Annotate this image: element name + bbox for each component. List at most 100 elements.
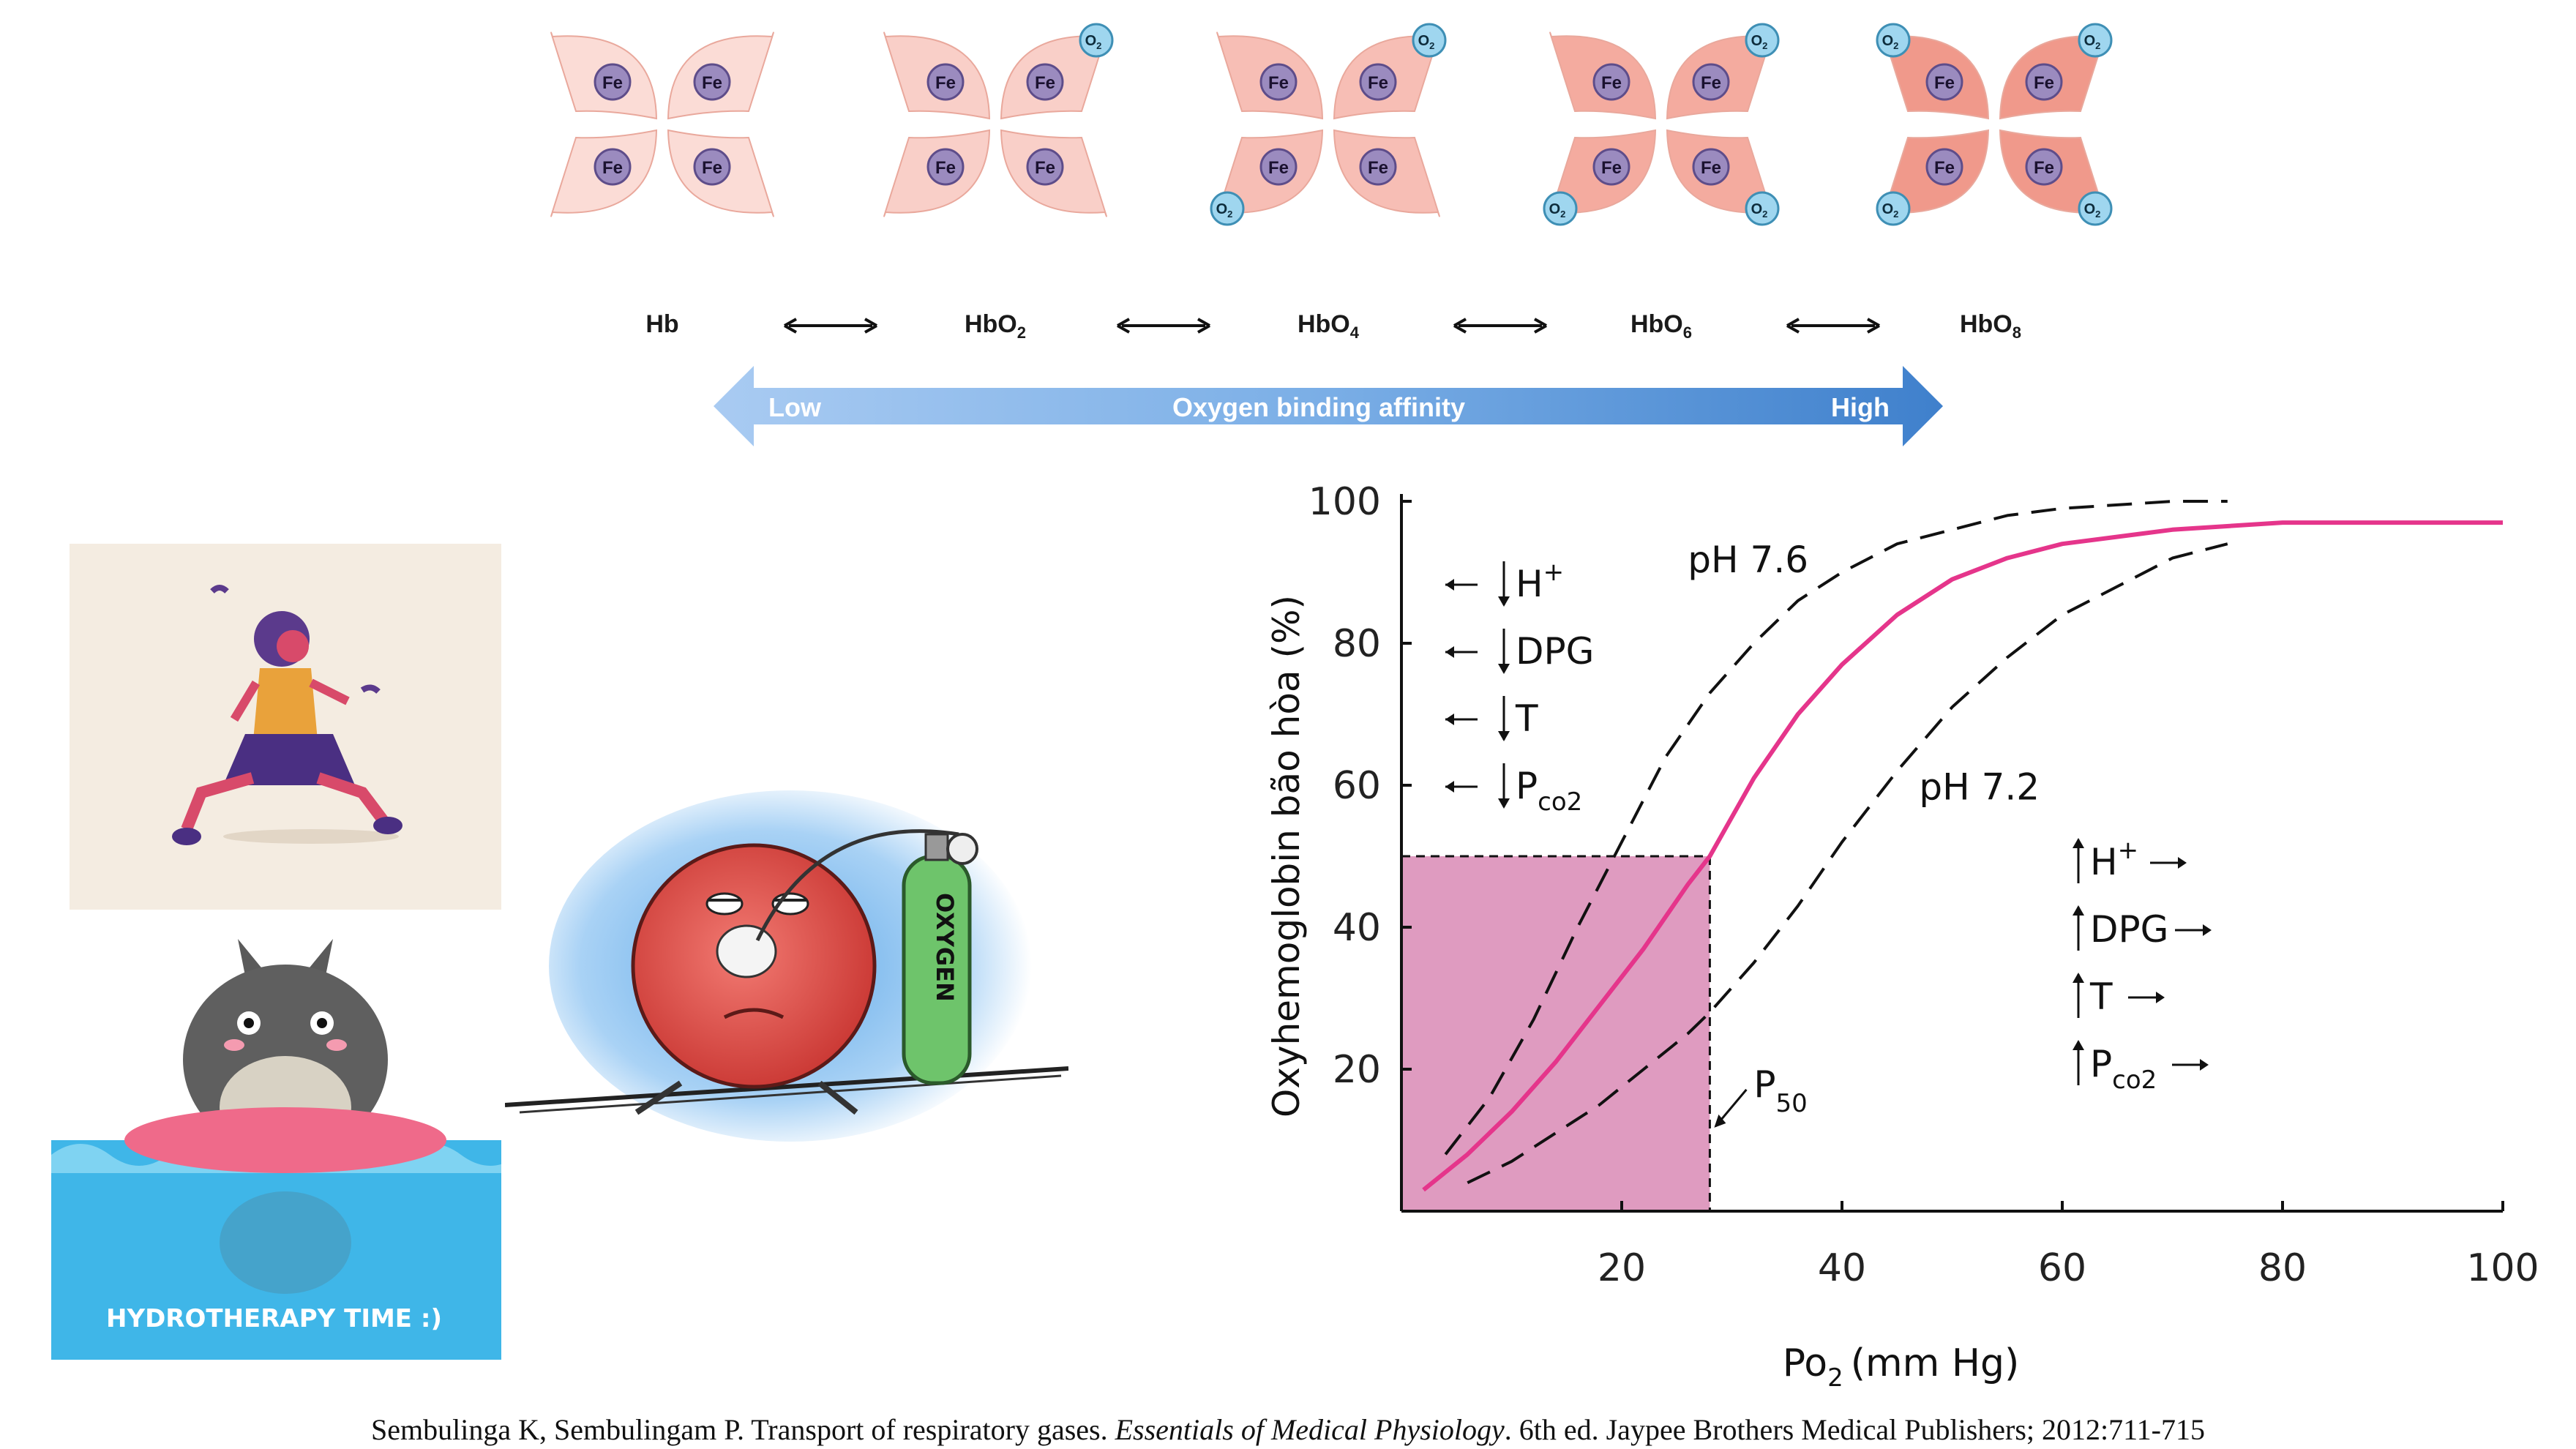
down-arrowhead-icon bbox=[1498, 664, 1510, 674]
oxygen-molecule-icon bbox=[1543, 191, 1578, 226]
x-tick-label: 100 bbox=[2466, 1246, 2539, 1290]
heme-iron bbox=[594, 148, 632, 186]
left-shift-effect: H+ bbox=[1445, 558, 1564, 607]
hydrotherapy-caption: HYDROTHERAPY TIME :) bbox=[106, 1304, 442, 1333]
x-tick-label: 80 bbox=[2258, 1246, 2307, 1290]
heme-iron bbox=[1592, 148, 1630, 186]
y-tick-label: 100 bbox=[1308, 480, 1381, 524]
series-line-0 bbox=[1444, 500, 2228, 1156]
running-girl-illustration bbox=[70, 544, 501, 910]
heme-iron bbox=[1692, 148, 1730, 186]
down-arrowhead-icon bbox=[1498, 798, 1510, 809]
oxygen-molecule-icon bbox=[1876, 23, 1911, 58]
totoro-hydrotherapy-illustration: HYDROTHERAPY TIME :) bbox=[51, 921, 501, 1360]
fe-label: Fe bbox=[935, 158, 956, 178]
fe-label: Fe bbox=[935, 73, 956, 93]
oxygen-molecule-icon bbox=[1876, 191, 1911, 226]
effect-label: Pco2 bbox=[1516, 765, 1582, 817]
up-arrowhead-icon bbox=[2073, 1040, 2084, 1050]
hb-label-4: HbO8 bbox=[1959, 310, 2022, 342]
left-shift-effect: Pco2 bbox=[1445, 763, 1582, 817]
heme-iron bbox=[1026, 148, 1064, 186]
heme-iron bbox=[693, 148, 731, 186]
double-arrow-icon bbox=[1786, 318, 1880, 334]
series-line-2 bbox=[1467, 542, 2228, 1185]
double-arrow-icon bbox=[1117, 318, 1210, 334]
heme-iron bbox=[926, 63, 965, 101]
heme-iron bbox=[926, 148, 965, 186]
heme-iron bbox=[1359, 63, 1397, 101]
fe-label: Fe bbox=[1701, 158, 1721, 178]
affinity-low-label: Low bbox=[768, 392, 821, 422]
x-tick-label: 40 bbox=[1818, 1246, 1866, 1290]
hemoglobin-molecule: Fe Fe Fe Fe bbox=[550, 31, 774, 217]
heme-iron bbox=[1359, 148, 1397, 186]
oxygen-molecule-icon bbox=[1745, 191, 1780, 226]
y-tick-label: 40 bbox=[1333, 906, 1381, 950]
hb-label-2: HbO4 bbox=[1297, 310, 1360, 342]
up-arrowhead-icon bbox=[2073, 905, 2084, 916]
effect-label: T bbox=[1515, 697, 1538, 740]
fe-label: Fe bbox=[1035, 158, 1055, 178]
affinity-high-label: High bbox=[1831, 392, 1890, 422]
y-tick-label: 20 bbox=[1333, 1048, 1381, 1092]
series-line-1 bbox=[1422, 520, 2503, 1192]
right-shift-effect: H+ bbox=[2073, 836, 2187, 883]
heme-iron bbox=[1925, 63, 1963, 101]
fe-label: Fe bbox=[2034, 158, 2054, 178]
heme-iron bbox=[1692, 63, 1730, 101]
p50-shaded-area bbox=[1401, 856, 1710, 1211]
affinity-title: Oxygen binding affinity bbox=[1172, 392, 1466, 422]
fe-label: Fe bbox=[602, 158, 623, 178]
oxygen-molecule-icon bbox=[1412, 23, 1447, 58]
p50-arrowhead-icon bbox=[1714, 1114, 1726, 1128]
heme-iron bbox=[1259, 148, 1298, 186]
down-arrowhead-icon bbox=[1498, 596, 1510, 607]
hemoglobin-states-row: Fe Fe Fe Fe Fe Fe Fe Fe O2 Fe Fe Fe Fe O2 O2 Fe Fe Fe Fe O2… bbox=[512, 15, 2166, 337]
fe-label: Fe bbox=[702, 73, 722, 93]
right-arrowhead-icon bbox=[2178, 857, 2187, 869]
double-arrow-icon bbox=[1453, 318, 1547, 334]
hb-label-1: HbO2 bbox=[964, 310, 1027, 342]
heme-iron bbox=[594, 63, 632, 101]
heme-iron bbox=[2025, 63, 2063, 101]
heme-iron bbox=[1592, 63, 1630, 101]
up-arrowhead-icon bbox=[2073, 973, 2084, 983]
series-label-ph76: pH 7.6 bbox=[1688, 539, 1808, 581]
left-shift-effect: DPG bbox=[1445, 629, 1594, 674]
fe-label: Fe bbox=[1601, 158, 1622, 178]
left-arrowhead-icon bbox=[1445, 579, 1454, 591]
x-tick-label: 20 bbox=[1598, 1246, 1646, 1290]
heme-iron bbox=[2025, 148, 2063, 186]
effect-label: Pco2 bbox=[2090, 1043, 2157, 1095]
fe-label: Fe bbox=[1601, 73, 1622, 93]
heme-iron bbox=[1026, 63, 1064, 101]
right-arrowhead-icon bbox=[2203, 924, 2212, 936]
oxygen-molecule-icon bbox=[2078, 191, 2113, 226]
hb-label-3: HbO6 bbox=[1630, 310, 1693, 342]
chart-svg: 20 40 60 80 100 20 40 60 80 100 Oxyhemoglobin bão… bbox=[1265, 480, 2539, 1393]
effect-label: DPG bbox=[1516, 630, 1594, 673]
fe-label: Fe bbox=[2034, 73, 2054, 93]
citation: Sembulinga K, Sembulingam P. Transport o… bbox=[371, 1413, 2205, 1446]
y-tick-label: 60 bbox=[1333, 764, 1381, 808]
p50-label: P50 bbox=[1753, 1063, 1807, 1118]
x-axis-label: Po2 (mm Hg) bbox=[1783, 1341, 2020, 1393]
right-shift-effect: Pco2 bbox=[2073, 1040, 2209, 1095]
fe-label: Fe bbox=[602, 73, 623, 93]
x-tick-label: 60 bbox=[2038, 1246, 2086, 1290]
heme-iron bbox=[1259, 63, 1298, 101]
fe-label: Fe bbox=[1268, 73, 1289, 93]
oxygen-tank-label: OXYGEN bbox=[931, 893, 959, 1002]
up-arrowhead-icon bbox=[2073, 838, 2084, 848]
oxygen-molecule-icon bbox=[1079, 23, 1114, 58]
effect-label: T bbox=[2089, 976, 2113, 1018]
fe-label: Fe bbox=[1268, 158, 1289, 178]
y-tick-label: 80 bbox=[1333, 622, 1381, 666]
left-arrowhead-icon bbox=[1445, 714, 1454, 725]
fe-label: Fe bbox=[1934, 73, 1955, 93]
